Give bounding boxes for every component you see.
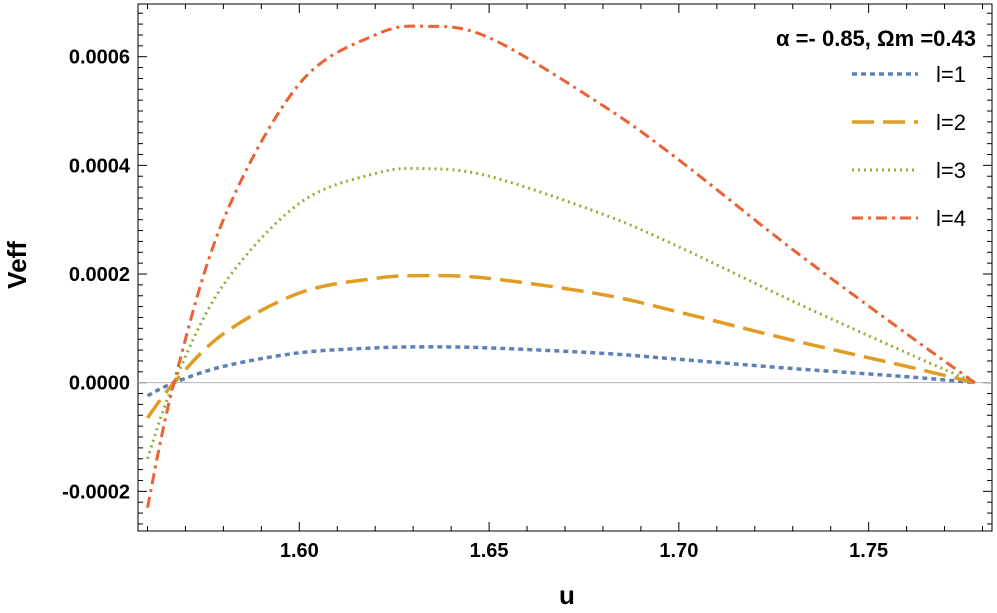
y-tick-label: 0.0004 (69, 155, 131, 177)
legend-label-1: l=1 (936, 62, 966, 87)
chart-annotation: α =- 0.85, Ωm =0.43 (776, 26, 976, 51)
y-tick-label: 0.0002 (69, 264, 130, 286)
x-tick-label: 1.60 (280, 540, 319, 562)
legend-label-2: l=2 (936, 110, 966, 135)
series-layer (146, 24, 976, 508)
y-tick-label: 0.0006 (69, 47, 130, 69)
legend-label-4: l=4 (936, 206, 966, 231)
legend-label-3: l=3 (936, 158, 966, 183)
series-line-2 (146, 273, 976, 420)
ticks-layer: 1.60 1.65 1.70 1.75 -0.0002 0.0000 0.0002 0.000… (62, 4, 992, 562)
x-tick-label: 1.65 (470, 540, 509, 562)
x-tick-label: 1.70 (659, 540, 698, 562)
y-tick-label: -0.0002 (62, 481, 130, 503)
x-tick-label: 1.75 (849, 540, 888, 562)
legend: l=1 l=2 l=3 l=4 (852, 62, 966, 231)
y-tick-label: 0.0000 (69, 373, 130, 395)
series-line-4 (146, 24, 976, 508)
y-axis-label: Veff (2, 241, 32, 289)
series-line-1 (146, 345, 976, 398)
plot-frame (137, 3, 993, 532)
series-line-3 (146, 166, 976, 460)
x-axis-label: u (559, 580, 575, 610)
